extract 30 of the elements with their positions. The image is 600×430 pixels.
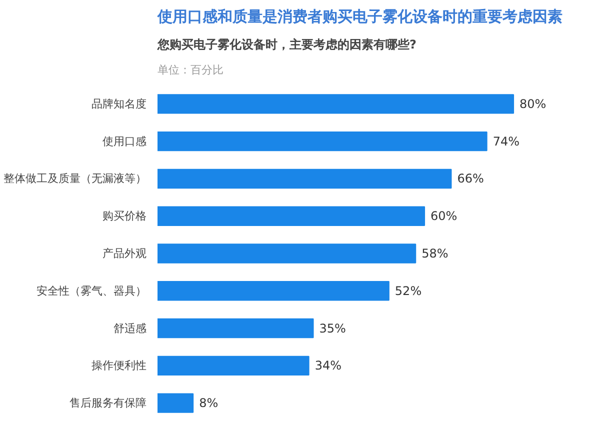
bar [158, 393, 194, 413]
data-label: 52% [394, 284, 422, 298]
bar [158, 206, 426, 226]
data-label: 8% [199, 396, 218, 410]
y-tick-label: 整体做工及质量（无漏液等） [4, 172, 146, 186]
bar [158, 244, 416, 264]
y-tick-label: 品牌知名度 [92, 97, 146, 110]
data-label: 60% [430, 209, 458, 224]
bar [158, 356, 310, 376]
bar [158, 281, 390, 301]
data-label: 35% [319, 321, 346, 336]
text: 单位：百分比 [158, 64, 224, 76]
chart-title: 使用口感和质量是消费者购买电子雾化设备时的重要考虑因素 [156, 8, 562, 26]
bar [158, 131, 488, 152]
bar [158, 318, 314, 338]
data-label: 74% [492, 134, 520, 148]
data-label: 58% [422, 246, 448, 260]
y-tick-label: 舒适感 [114, 322, 146, 335]
y-tick-label: 操作便利性 [92, 359, 146, 372]
data-label: 80% [520, 96, 546, 111]
y-tick-label: 购买价格 [102, 210, 146, 223]
data-label: 66% [457, 172, 484, 186]
bar [158, 168, 452, 189]
y-tick-label: 产品外观 [102, 247, 146, 260]
y-tick-label: 售后服务有保障 [70, 396, 146, 410]
y-tick-label: 使用口感 [102, 134, 146, 148]
y-tick-label: 安全性（雾气、器具） [36, 284, 146, 298]
chart-subtitle: 您购买电子雾化设备时，主要考虑的因素有哪些? [156, 38, 416, 52]
data-label: 34% [314, 358, 342, 373]
bar [158, 94, 514, 114]
